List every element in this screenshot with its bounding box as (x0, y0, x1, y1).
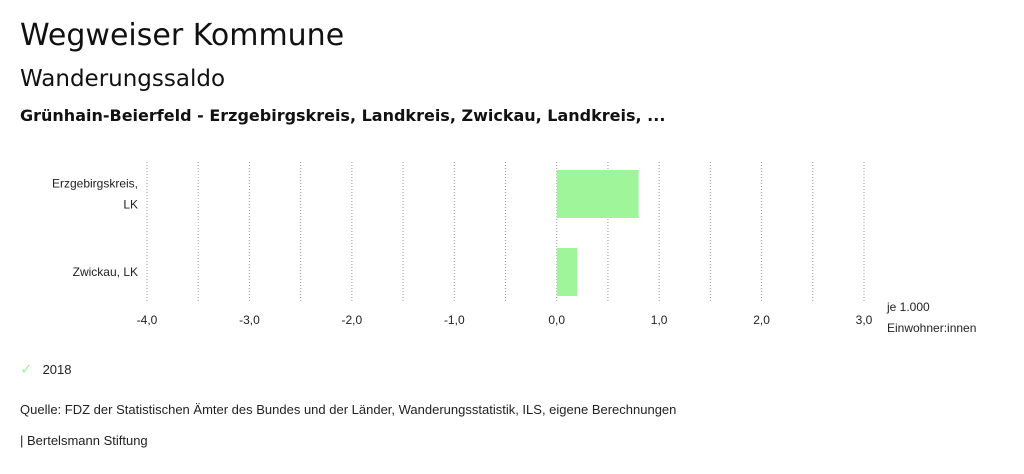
x-tick-label: -2,0 (342, 313, 363, 327)
page-subtitle: Wanderungssaldo (20, 66, 226, 92)
page-title: Wegweiser Kommune (20, 18, 345, 53)
x-tick-label: 0,0 (548, 313, 565, 327)
x-tick-label: -3,0 (239, 313, 260, 327)
bar (556, 170, 639, 218)
x-tick-label: -1,0 (444, 313, 465, 327)
legend[interactable]: ✓ 2018 (20, 362, 72, 377)
bar-chart: -4,0 -3,0 -2,0 -1,0 0,0 1,0 2,0 3,0 je 1.000 Einw… (52, 162, 976, 335)
check-icon[interactable]: ✓ (20, 361, 33, 378)
source-note: Quelle: FDZ der Statistischen Ämter des … (20, 402, 677, 417)
region-heading: Grünhain-Beierfeld - Erzgebirgskreis, La… (20, 106, 666, 125)
unit-label: Einwohner:innen (887, 321, 976, 335)
x-tick-label: 1,0 (651, 313, 668, 327)
x-tick-label: 2,0 (753, 313, 770, 327)
bar (556, 248, 578, 296)
unit-label: je 1.000 (886, 300, 930, 314)
category-label: Erzgebirgskreis, (52, 177, 138, 191)
x-tick-label: -4,0 (137, 313, 158, 327)
x-tick-label: 3,0 (856, 313, 873, 327)
category-label: LK (123, 198, 138, 212)
publisher-note: | Bertelsmann Stiftung (20, 433, 148, 448)
legend-label: 2018 (42, 362, 72, 377)
category-label: Zwickau, LK (73, 265, 138, 279)
